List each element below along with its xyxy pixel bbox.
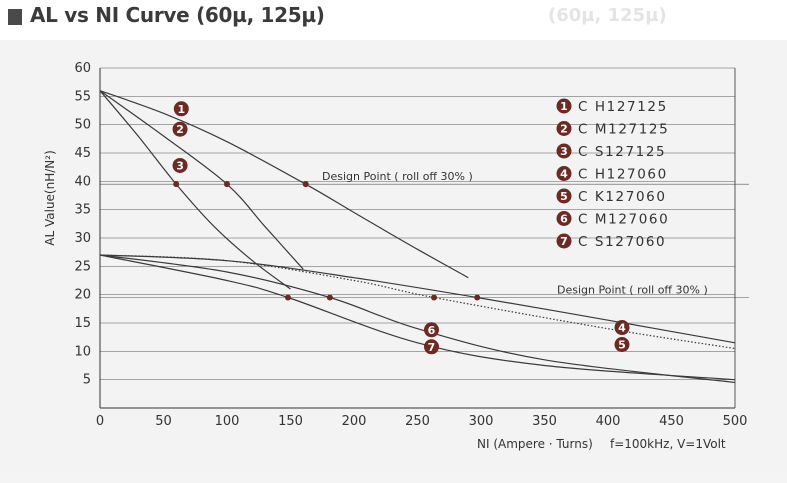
legend-badge	[556, 211, 572, 226]
x-axis-label: NI (Ampere · Turns)	[477, 437, 593, 451]
x-tick-label: 50	[155, 414, 172, 429]
legend-badge	[556, 98, 572, 114]
design-point-marker-5	[431, 294, 438, 301]
svg-text:4: 4	[618, 322, 626, 335]
series-line-6	[99, 254, 736, 384]
y-tick-label: 30	[74, 231, 91, 246]
x-tick-label: 150	[278, 414, 303, 429]
svg-text:7: 7	[428, 341, 436, 354]
x-tick-label: 400	[596, 414, 621, 429]
legend-badge	[556, 233, 572, 249]
title-square-icon	[8, 9, 22, 25]
x-tick-label: 200	[342, 414, 367, 429]
legend-label: C M127060	[578, 212, 669, 228]
legend-badge-number: 3	[560, 145, 568, 158]
legend-item-2: 2 C M127125	[556, 121, 669, 138]
series-badge-7: 7	[424, 339, 439, 355]
legend-badge-number: 5	[560, 190, 568, 203]
y-tick-label: 60	[74, 61, 91, 76]
y-tick-label: 20	[74, 288, 91, 303]
y-tick-label: 40	[74, 174, 91, 189]
legend-item-6: 6 C M127060	[556, 211, 669, 228]
svg-text:2: 2	[176, 123, 184, 136]
y-tick-label: 45	[74, 146, 91, 161]
legend-badge	[556, 166, 572, 181]
svg-text:3: 3	[176, 159, 184, 172]
series-line-7	[99, 254, 736, 381]
y-axis-label: AL Value(nH/N²)	[43, 150, 57, 245]
legend-badge-number: 7	[560, 235, 568, 248]
legend-item-3: 3 C S127125	[556, 143, 666, 160]
header-bar: AL vs NI Curve (60µ, 125µ) (60µ, 125µ)	[0, 0, 787, 40]
svg-text:5: 5	[618, 339, 626, 352]
series-line-5	[99, 254, 736, 350]
series-badge-6: 6	[424, 322, 439, 338]
y-tick-label: 25	[74, 259, 91, 274]
design-point-marker-6	[326, 294, 333, 301]
legend-badge-number: 6	[560, 213, 568, 226]
design-point-marker-1	[302, 181, 309, 188]
legend-badge	[556, 188, 572, 204]
legend-label: C M127125	[578, 122, 669, 138]
x-tick-label: 500	[723, 414, 748, 429]
test-condition-note: f=100kHz, V=1Volt	[610, 437, 726, 451]
series-badge-3: 3	[172, 157, 188, 173]
legend-label: C S127060	[578, 234, 666, 250]
legend-item-5: 5 C K127060	[556, 188, 667, 205]
svg-text:6: 6	[428, 324, 436, 337]
design-point-marker-7	[284, 294, 291, 301]
page-title: AL vs NI Curve (60µ, 125µ)	[30, 3, 325, 27]
legend-label: C S127125	[578, 144, 666, 160]
design-point-label-lower: Design Point ( roll off 30% )	[557, 284, 708, 297]
svg-text:1: 1	[177, 103, 185, 116]
design-point-marker-4	[474, 294, 481, 301]
legend-item-4: 4 C H127060	[556, 166, 668, 183]
design-point-label-upper: Design Point ( roll off 30% )	[322, 170, 473, 183]
y-tick-label: 55	[74, 89, 91, 104]
legend-badge-number: 1	[560, 100, 568, 113]
y-tick-label: 35	[74, 203, 91, 218]
legend-label: C H127060	[578, 167, 668, 183]
series-labels-layer: 1 2 3 4 5 6 7	[172, 101, 630, 355]
series-line-1	[99, 90, 469, 279]
x-tick-label: 450	[659, 414, 684, 429]
legend-item-1: 1 C H127125	[556, 98, 668, 115]
y-tick-label: 10	[74, 344, 91, 359]
x-tick-label: 350	[532, 414, 557, 429]
y-tick-label: 5	[83, 373, 91, 388]
series-line-3	[99, 90, 291, 290]
series-badge-5: 5	[614, 337, 630, 353]
legend-label: C K127060	[578, 189, 667, 205]
design-point-marker-3	[173, 181, 180, 188]
ghost-title-right: (60µ, 125µ)	[548, 5, 667, 26]
series-badge-1: 1	[173, 101, 189, 117]
series-line-4	[99, 254, 736, 344]
design-points-layer	[173, 181, 481, 301]
x-tick-label: 100	[215, 414, 240, 429]
legend-item-7: 7 C S127060	[556, 233, 666, 250]
series-badge-2: 2	[172, 121, 188, 137]
series-line-2	[99, 90, 304, 270]
grid-layer	[100, 67, 749, 380]
legend-badge-number: 4	[560, 168, 568, 181]
x-tick-label: 300	[469, 414, 494, 429]
legend-badge-number: 2	[560, 123, 568, 136]
design-point-marker-2	[224, 181, 230, 188]
y-tick-label: 50	[74, 118, 91, 133]
x-tick-label: 250	[405, 414, 430, 429]
x-tick-label: 0	[96, 414, 104, 429]
legend-badge	[556, 121, 572, 136]
legend: 1 C H127125 2 C M127125 3 C S127125 4 C H127060…	[556, 98, 669, 250]
legend-badge	[556, 143, 572, 159]
legend-label: C H127125	[578, 99, 668, 115]
chart-panel: 5 10 15 20 25 30 35 40 45 50 55 60 0 50 100 150 200 250 30…	[0, 40, 787, 479]
y-tick-label: 15	[74, 316, 91, 331]
series-badge-4: 4	[614, 320, 630, 336]
